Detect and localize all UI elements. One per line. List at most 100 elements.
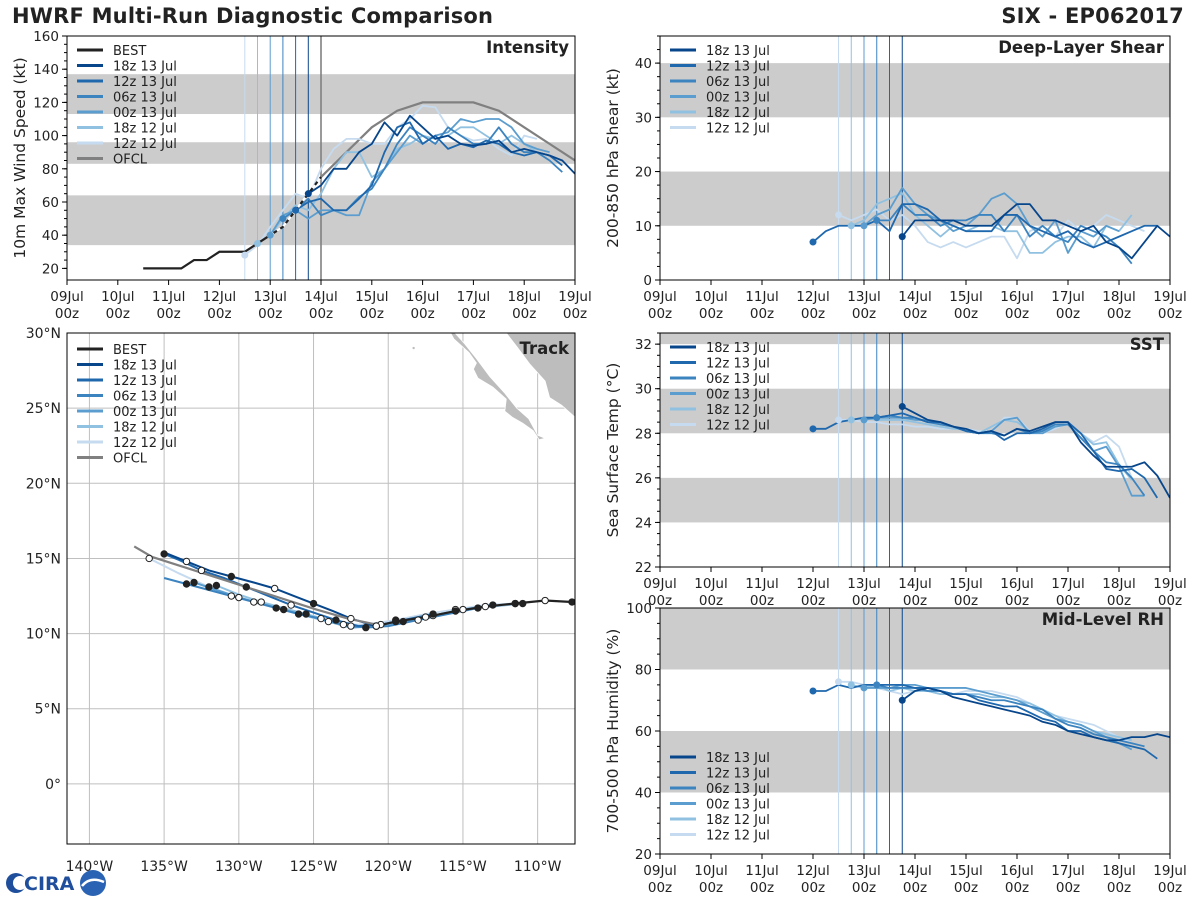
sst-xtick-sublabel: 00z (699, 593, 723, 609)
rh-xtick-sublabel: 00z (750, 880, 774, 896)
track-day-marker (519, 599, 527, 608)
shear-ytick-label: 20 (635, 165, 652, 181)
sst-xtick-label: 19Jul (1153, 576, 1186, 592)
intensity-ytick-label: 80 (42, 162, 59, 178)
track-legend-label: 12z 12 Jul (113, 436, 177, 451)
rh-xtick-sublabel: 00z (1056, 880, 1080, 896)
shear-legend-label: 18z 12 Jul (706, 106, 770, 121)
track-frame (66, 332, 576, 845)
track-day-marker (489, 601, 497, 609)
track-day-marker (242, 583, 250, 591)
shear-lines (809, 186, 1170, 265)
intensity-xtick-label: 12Jul (203, 289, 236, 305)
shear-legend-label: 00z 13 Jul (706, 91, 770, 106)
track-xtick-label: 135°W (140, 859, 188, 875)
sst-ytick-label: 22 (635, 560, 652, 576)
intensity-xtick-sublabel: 00z (461, 306, 485, 322)
track-ytick-label: 30°N (26, 326, 61, 342)
shear-xtick-sublabel: 00z (699, 306, 723, 322)
shear-band (660, 171, 1170, 226)
intensity-xtick-label: 10Jul (101, 289, 134, 305)
island-marker (412, 346, 415, 350)
shear-legend-label: 12z 13 Jul (706, 60, 770, 75)
shear-xtick-label: 11Jul (745, 289, 778, 305)
intensity-legend-label: 18z 12 Jul (113, 122, 177, 137)
intensity-legend-label: 18z 13 Jul (113, 60, 177, 75)
rh-legend-label: 00z 13 Jul (706, 798, 770, 813)
sst-init-marker (898, 403, 906, 411)
track-xtick-label: 140°W (66, 859, 114, 875)
sst-ytick-label: 24 (635, 515, 652, 531)
rh-init-marker (860, 684, 868, 692)
sst-xtick-label: 12Jul (796, 576, 829, 592)
intensity-legend-label: 06z 13 Jul (113, 91, 177, 106)
rh-lines (809, 678, 1170, 760)
track-day-marker (332, 616, 340, 624)
sst-lines (809, 403, 1170, 499)
sst-xtick-label: 16Jul (1000, 576, 1033, 592)
sst-xtick-label: 18Jul (1102, 576, 1135, 592)
rh-xtick-sublabel: 00z (648, 880, 672, 896)
intensity-xtick-sublabel: 00z (309, 306, 333, 322)
sst-legend-label: 18z 13 Jul (706, 341, 770, 356)
rh-title: Mid-Level RH (1042, 610, 1164, 629)
rh-xtick-label: 10Jul (694, 863, 727, 879)
track-day-marker (190, 578, 198, 587)
sst-legend-label: 18z 12 Jul (706, 403, 770, 418)
track-day-marker (145, 554, 153, 563)
track-day-marker (294, 610, 303, 618)
intensity-init-marker (266, 231, 274, 239)
shear-legend-label: 12z 12 Jul (706, 122, 770, 137)
track-best-marker (421, 613, 430, 621)
rh-xtick-sublabel: 00z (954, 880, 978, 896)
rh-ylabel: 700-500 hPa Humidity (%) (604, 629, 622, 834)
shear-xtick-sublabel: 00z (648, 306, 672, 322)
intensity-best-dash (269, 176, 322, 237)
rh-panel: 2040608010009Jul00z10Jul00z11Jul00z12Jul… (604, 601, 1187, 896)
track-xtick-label: 130°W (215, 859, 263, 875)
sst-xtick-label: 15Jul (949, 576, 982, 592)
track-day-marker (347, 622, 355, 630)
shear-series-line (876, 203, 1133, 265)
shear-init-marker (847, 222, 855, 230)
shear-xtick-label: 13Jul (847, 289, 880, 305)
track-best-marker (541, 596, 549, 605)
intensity-xtick-label: 16Jul (406, 289, 439, 305)
intensity-xtick-sublabel: 00z (410, 306, 434, 322)
intensity-xtick-label: 13Jul (253, 289, 286, 305)
track-day-marker (257, 598, 265, 606)
shear-xtick-sublabel: 00z (852, 306, 876, 322)
track-day-marker (414, 616, 422, 624)
sst-init-marker (873, 414, 881, 422)
track-day-marker (324, 617, 333, 626)
shear-xtick-label: 10Jul (694, 289, 727, 305)
intensity-legend-label: 12z 13 Jul (113, 75, 177, 90)
shear-panel: 01020304009Jul00z10Jul00z11Jul00z12Jul00… (604, 35, 1187, 322)
rh-xtick-sublabel: 00z (801, 880, 825, 896)
shear-xtick-sublabel: 00z (801, 306, 825, 322)
track-day-marker (347, 614, 355, 623)
intensity-panel: 2040608010012014016009Jul00z10Jul00z11Ju… (11, 29, 592, 322)
track-legend-label: 06z 13 Jul (113, 390, 177, 405)
intensity-lines (143, 101, 575, 270)
track-xtick-label: 115°W (439, 859, 487, 875)
sst-xtick-label: 17Jul (1051, 576, 1084, 592)
rh-ytick-label: 20 (635, 847, 652, 863)
intensity-xtick-label: 17Jul (457, 289, 490, 305)
intensity-legend-label: BEST (113, 44, 146, 59)
sst-ytick-label: 32 (635, 337, 652, 353)
shear-xtick-label: 19Jul (1153, 289, 1186, 305)
intensity-ytick-label: 20 (42, 261, 59, 277)
rh-init-marker (873, 681, 881, 689)
sst-xtick-sublabel: 00z (954, 593, 978, 609)
sst-init-marker (835, 416, 842, 424)
rh-init-marker (847, 681, 855, 689)
intensity-xtick-label: 14Jul (304, 289, 337, 305)
rh-ytick-label: 60 (635, 724, 652, 740)
rh-init-marker (835, 678, 842, 686)
sst-legend-label: 12z 12 Jul (706, 419, 770, 434)
rh-ytick-label: 40 (635, 786, 652, 802)
